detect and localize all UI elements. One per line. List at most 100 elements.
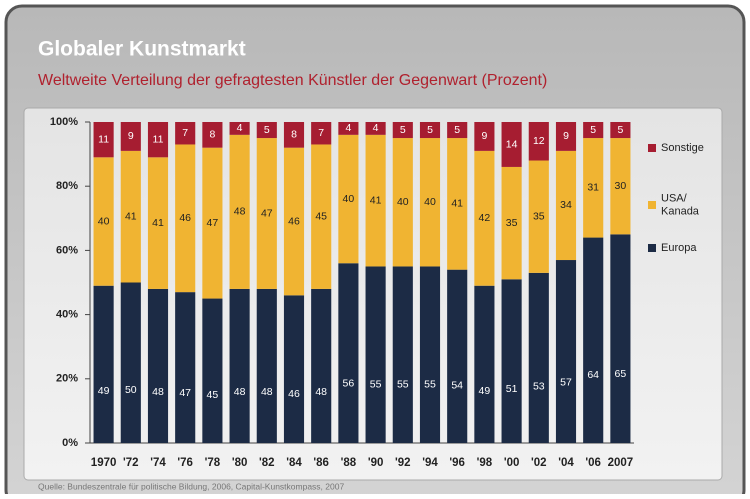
data-label: 54 <box>451 380 463 392</box>
data-label: 41 <box>370 194 382 206</box>
y-tick-label: 40% <box>56 309 78 321</box>
bar-segment <box>147 122 169 158</box>
data-label: 55 <box>424 379 436 391</box>
data-label: 46 <box>179 212 191 224</box>
data-label: 4 <box>373 122 379 134</box>
data-label: 48 <box>234 386 246 398</box>
y-tick-label: 20% <box>56 373 78 385</box>
bar-segment <box>338 263 359 443</box>
x-tick-label: '74 <box>150 457 166 469</box>
bar-segment <box>93 122 114 158</box>
bar-segment <box>447 122 468 139</box>
data-label: 55 <box>397 379 409 391</box>
bar-segment <box>583 237 604 443</box>
data-label: 30 <box>615 180 627 192</box>
bar-segment <box>501 166 522 280</box>
bar-segment <box>93 285 114 443</box>
data-label: 56 <box>343 377 355 389</box>
bar-segment <box>202 298 223 443</box>
legend-swatch <box>648 244 656 252</box>
bar-segment <box>147 288 169 443</box>
bar-segment <box>447 138 468 270</box>
data-label: 51 <box>506 383 518 395</box>
x-tick-label: 2007 <box>608 457 634 469</box>
data-label: 40 <box>343 193 355 205</box>
x-tick-label: '98 <box>477 457 493 469</box>
bar-segment <box>175 144 196 293</box>
x-tick-label: '94 <box>422 457 438 469</box>
bar-segment <box>528 160 549 273</box>
y-tick-label: 60% <box>56 244 78 256</box>
data-label: 50 <box>125 384 137 396</box>
bar-segment <box>202 147 223 299</box>
x-tick-label: '86 <box>313 457 329 469</box>
x-tick-label: '04 <box>558 457 574 469</box>
bar-segment <box>283 147 305 296</box>
bar-segment <box>311 144 332 289</box>
data-label: 8 <box>291 129 297 141</box>
bar-segment <box>202 122 223 148</box>
bar-segment <box>229 122 250 135</box>
data-label: 5 <box>590 124 596 136</box>
bar-segment <box>392 266 413 443</box>
data-label: 40 <box>397 196 409 208</box>
x-tick-label: '78 <box>205 457 221 469</box>
data-label: 9 <box>563 130 569 142</box>
data-label: 7 <box>318 127 324 139</box>
bar-segment <box>474 150 495 286</box>
bar-segment <box>120 150 141 283</box>
bar-segment <box>392 138 413 267</box>
bar-segment <box>365 122 386 135</box>
bar-segment <box>392 122 413 139</box>
bar-segment <box>120 122 141 151</box>
bar-segment <box>283 295 305 443</box>
data-label: 57 <box>560 376 572 388</box>
chart-subtitle: Weltweite Verteilung der gefragtesten Kü… <box>38 72 547 89</box>
data-label: 45 <box>315 210 327 222</box>
legend-swatch <box>648 144 656 152</box>
bar-segment <box>447 269 468 443</box>
x-tick-label: '00 <box>504 457 520 469</box>
source-note: Quelle: Bundeszentrale für politische Bi… <box>38 481 344 491</box>
y-tick-label: 80% <box>56 180 78 192</box>
data-label: 41 <box>451 198 463 210</box>
bar-segment <box>311 288 332 443</box>
bar-segment <box>555 122 577 151</box>
x-tick-label: '80 <box>232 457 248 469</box>
x-tick-label: '92 <box>395 457 411 469</box>
bar-segment <box>583 122 604 139</box>
data-label: 12 <box>533 135 545 147</box>
data-label: 47 <box>207 217 219 229</box>
data-label: 49 <box>98 385 110 397</box>
bar-segment <box>555 260 577 443</box>
data-label: 5 <box>427 124 433 136</box>
legend-label: Europa <box>661 242 697 254</box>
data-label: 47 <box>179 387 191 399</box>
x-tick-label: '06 <box>585 457 601 469</box>
legend-label: USA/Kanada <box>661 192 700 217</box>
data-label: 7 <box>182 127 188 139</box>
bar-segment <box>311 122 332 145</box>
bar-segment <box>419 122 441 139</box>
data-label: 8 <box>209 129 215 141</box>
data-label: 64 <box>587 369 599 381</box>
bar-segment <box>256 122 277 139</box>
data-label: 48 <box>234 206 246 218</box>
bar-segment <box>501 122 522 167</box>
bar-segment <box>474 285 495 443</box>
data-label: 40 <box>98 215 110 227</box>
data-label: 11 <box>153 133 164 145</box>
bar-segment <box>229 288 250 443</box>
data-label: 11 <box>98 133 109 145</box>
bar-segment <box>338 134 359 264</box>
data-label: 48 <box>261 386 273 398</box>
data-label: 5 <box>454 124 460 136</box>
x-tick-label: '72 <box>123 457 139 469</box>
x-tick-label: '88 <box>341 457 357 469</box>
data-label: 48 <box>152 386 164 398</box>
data-label: 5 <box>400 124 406 136</box>
data-label: 45 <box>207 389 219 401</box>
bar-segment <box>365 266 386 443</box>
data-label: 48 <box>315 386 327 398</box>
bar-segment <box>283 122 305 148</box>
